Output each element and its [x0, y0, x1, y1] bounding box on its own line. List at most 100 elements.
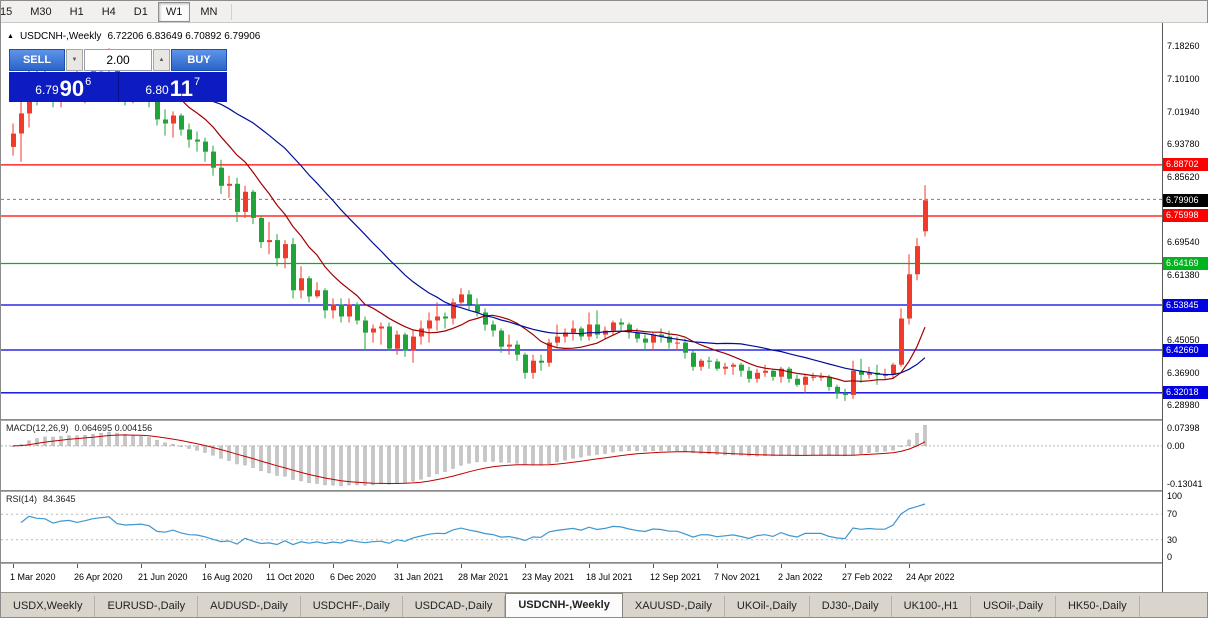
- price-axis-label: 7.10100: [1167, 74, 1200, 84]
- price-axis-label: 6.45050: [1167, 335, 1200, 345]
- time-axis-tick: [333, 564, 334, 568]
- time-axis-tick: [653, 564, 654, 568]
- buy-price-pip: 7: [194, 76, 201, 88]
- volume-increase-button[interactable]: ▲: [153, 49, 170, 71]
- date-label: 31 Jan 2021: [394, 572, 444, 582]
- date-label: 23 May 2021: [522, 572, 575, 582]
- trade-panel-controls: SELL ▼ ▲ BUY: [9, 49, 227, 71]
- buy-button[interactable]: BUY: [171, 49, 227, 71]
- date-label: 12 Sep 2021: [650, 572, 702, 582]
- timeframe-button-d1[interactable]: D1: [126, 2, 156, 22]
- time-axis-tick: [781, 564, 782, 568]
- date-label: 21 Jun 2020: [138, 572, 188, 582]
- chart-tab-usdx[interactable]: USDX,Weekly: [1, 596, 96, 617]
- chart-tab-bar: USDX,Weekly EURUSD-,Daily AUDUSD-,Daily USD…: [1, 592, 1207, 617]
- macd-axis-label: -0.13041: [1167, 479, 1203, 489]
- timeframe-button-h4[interactable]: H4: [94, 2, 124, 22]
- date-label: 2 Jan 2022: [778, 572, 823, 582]
- time-axis-tick: [717, 564, 718, 568]
- date-label: 11 Oct 2020: [266, 572, 315, 582]
- chevron-down-icon: ▼: [71, 57, 78, 63]
- price-axis-label: 6.93780: [1167, 139, 1200, 149]
- time-axis-tick: [269, 564, 270, 568]
- chart-tab-usdcnh[interactable]: USDCNH-,Weekly: [505, 593, 623, 617]
- buy-price-prefix: 6.80: [145, 83, 169, 97]
- chart-tab-uk100[interactable]: UK100-,H1: [892, 596, 972, 617]
- price-axis-label: 7.01940: [1167, 107, 1200, 117]
- sell-price-prefix: 6.79: [35, 83, 59, 97]
- date-label: 7 Nov 2021: [714, 572, 761, 582]
- macd-axis-label: 0.00: [1167, 441, 1185, 451]
- chart-tab-dj30[interactable]: DJ30-,Daily: [810, 596, 892, 617]
- macd-plot[interactable]: [1, 421, 1162, 490]
- price-axis-label: 7.18260: [1167, 41, 1200, 51]
- time-axis-tick: [525, 564, 526, 568]
- rsi-axis-label: 0: [1167, 552, 1173, 562]
- chart-tab-eurusd[interactable]: EURUSD-,Daily: [95, 596, 199, 617]
- chart-tab-xauusd[interactable]: XAUUSD-,Daily: [623, 596, 725, 617]
- price-axis-label: 6.85620: [1167, 172, 1200, 182]
- macd-axis-label: 0.07398: [1167, 423, 1200, 433]
- pane-separator[interactable]: [1, 419, 1207, 421]
- price-badge: 6.32018: [1163, 386, 1208, 399]
- timeframe-button-w1[interactable]: W1: [157, 1, 191, 22]
- date-label: 28 Mar 2021: [458, 572, 509, 582]
- time-axis-tick: [589, 564, 590, 568]
- time-axis-tick: [845, 564, 846, 568]
- timeframe-button-15[interactable]: 15: [1, 2, 20, 22]
- price-badge: 6.88702: [1163, 158, 1208, 171]
- rsi-axis-label: 100: [1167, 491, 1183, 501]
- chart-tab-audusd[interactable]: AUDUSD-,Daily: [198, 596, 301, 617]
- toolbar-separator: [231, 3, 233, 20]
- timeframe-button-m30[interactable]: M30: [22, 2, 59, 22]
- time-axis-tick: [461, 564, 462, 568]
- chart-tab-hk50[interactable]: HK50-,Daily: [1056, 596, 1140, 617]
- timeframe-button-mn[interactable]: MN: [192, 2, 225, 22]
- price-badge: 6.42660: [1163, 344, 1208, 357]
- price-badge: 6.79906: [1163, 194, 1208, 207]
- date-label: 16 Aug 2020: [202, 572, 253, 582]
- sell-price-pip: 6: [85, 76, 92, 88]
- rsi-axis-label: 30: [1167, 535, 1178, 545]
- timeframe-toolbar: 15 M30 H1 H4 D1 W1 MN: [1, 1, 1207, 23]
- timeframe-button-h1[interactable]: H1: [62, 2, 92, 22]
- date-label: 24 Apr 2022: [906, 572, 955, 582]
- chevron-up-icon: ▲: [158, 57, 165, 63]
- date-label: 1 Mar 2020: [10, 572, 56, 582]
- price-badge: 6.64169: [1163, 257, 1208, 270]
- price-badge: 6.75998: [1163, 209, 1208, 222]
- chart-tab-usdchf[interactable]: USDCHF-,Daily: [301, 596, 403, 617]
- rsi-plot[interactable]: [1, 492, 1162, 562]
- chart-area[interactable]: ▲ USDCNH-,Weekly 6.72206 6.83649 6.70892…: [1, 23, 1208, 594]
- time-axis-tick: [13, 564, 14, 568]
- price-axis-label: 6.36900: [1167, 368, 1200, 378]
- price-axis[interactable]: 7.18260 7.10100 7.01940 6.93780 6.85620 6.695…: [1162, 23, 1208, 592]
- sell-price-display[interactable]: 6.79 90 6: [9, 72, 118, 102]
- volume-decrease-button[interactable]: ▼: [66, 49, 83, 71]
- price-axis-label: 6.61380: [1167, 270, 1200, 280]
- sell-button[interactable]: SELL: [9, 49, 65, 71]
- date-label: 6 Dec 2020: [330, 572, 377, 582]
- date-label: 26 Apr 2020: [74, 572, 123, 582]
- buy-price-display[interactable]: 6.80 11 7: [118, 72, 227, 102]
- time-axis-tick: [77, 564, 78, 568]
- chart-tab-usoil[interactable]: USOil-,Daily: [971, 596, 1056, 617]
- price-axis-label: 6.28980: [1167, 400, 1200, 410]
- chart-tab-usdcad[interactable]: USDCAD-,Daily: [403, 596, 506, 617]
- time-axis-tick: [909, 564, 910, 568]
- chart-tab-ukoil[interactable]: UKOil-,Daily: [725, 596, 810, 617]
- time-axis-tick: [141, 564, 142, 568]
- buy-price-main: 11: [169, 76, 193, 101]
- one-click-trade-panel: SELL ▼ ▲ BUY 6.79 90 6 6.80 11: [9, 49, 227, 102]
- date-label: 27 Feb 2022: [842, 572, 893, 582]
- volume-input[interactable]: [84, 49, 152, 71]
- time-axis-tick: [205, 564, 206, 568]
- symbol-marker-icon[interactable]: ▲: [7, 32, 14, 40]
- date-label: 18 Jul 2021: [586, 572, 633, 582]
- time-axis-tick: [397, 564, 398, 568]
- price-badge: 6.53845: [1163, 299, 1208, 312]
- pane-separator[interactable]: [1, 490, 1207, 492]
- time-axis[interactable]: 1 Mar 2020 26 Apr 2020 21 Jun 2020 16 Aug 2…: [1, 564, 1162, 594]
- pane-separator[interactable]: [1, 562, 1207, 564]
